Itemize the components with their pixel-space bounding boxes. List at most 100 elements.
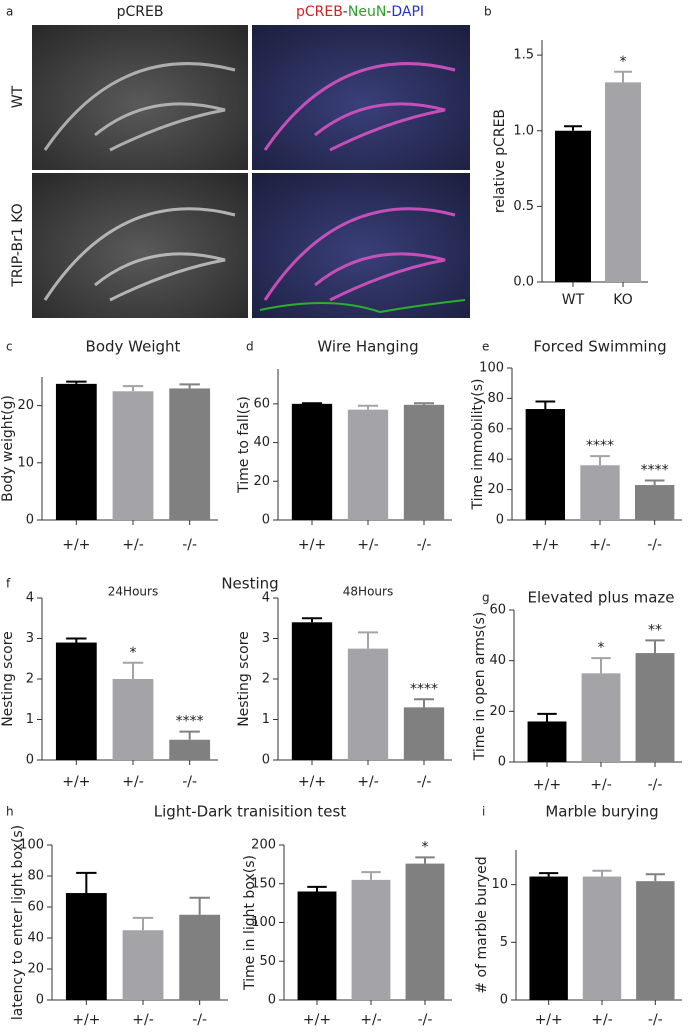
x-tick-label: -/- bbox=[417, 537, 432, 553]
significance: * bbox=[130, 645, 137, 661]
error-bar bbox=[357, 631, 379, 649]
x-tick-label: +/+ bbox=[535, 1012, 563, 1028]
significance: * bbox=[422, 839, 429, 855]
error-bar bbox=[537, 712, 557, 722]
error-bar bbox=[122, 385, 144, 392]
error-bar bbox=[179, 730, 200, 740]
error-bar bbox=[66, 637, 87, 643]
x-tick-label: -/- bbox=[418, 1012, 433, 1028]
chart-title: Forced Swimming bbox=[533, 338, 666, 356]
column-title: pCREB bbox=[117, 4, 164, 20]
y-axis-label: Nesting score bbox=[236, 631, 252, 727]
group-title: Light-Dark tranisition test bbox=[154, 803, 347, 821]
bar bbox=[112, 679, 154, 760]
y-tick-label: 40 bbox=[487, 452, 504, 467]
x-tick-label: +/+ bbox=[298, 774, 326, 790]
merge-title-part: DAPI bbox=[391, 4, 424, 20]
error-bar bbox=[645, 873, 665, 882]
y-tick-label: 40 bbox=[253, 435, 270, 450]
error-bar bbox=[645, 639, 665, 654]
x-tick-label: KO bbox=[613, 292, 632, 308]
error-bar bbox=[301, 402, 323, 405]
y-tick-label: 80 bbox=[27, 869, 44, 884]
chart-title: Elevated plus maze bbox=[527, 589, 674, 607]
x-tick-label: +/- bbox=[122, 537, 144, 553]
chart-title: Wire Hanging bbox=[317, 338, 418, 356]
error-bar bbox=[614, 70, 632, 83]
error-bar bbox=[179, 383, 200, 389]
error-bar bbox=[76, 871, 97, 894]
y-tick-label: 5 bbox=[500, 935, 508, 950]
panel-letter: e bbox=[482, 340, 489, 354]
bar bbox=[347, 409, 389, 520]
x-tick-label: -/- bbox=[182, 774, 197, 790]
y-tick-label: 0 bbox=[36, 993, 44, 1008]
bar bbox=[169, 388, 211, 520]
x-tick-label: +/+ bbox=[62, 774, 90, 790]
y-tick-label: 4 bbox=[26, 591, 34, 606]
y-tick-label: 0 bbox=[498, 755, 506, 770]
chart-title: Marble burying bbox=[545, 803, 658, 821]
group-title: Nesting bbox=[221, 575, 278, 593]
y-axis-label: Body weight(g) bbox=[0, 395, 16, 502]
x-tick-label: +/+ bbox=[303, 1012, 331, 1028]
bar bbox=[403, 404, 445, 520]
error-bar bbox=[564, 125, 582, 131]
y-tick-label: 2 bbox=[26, 672, 34, 687]
significance: ** bbox=[648, 622, 662, 638]
bar bbox=[525, 409, 566, 520]
error-bar bbox=[357, 404, 379, 410]
x-tick-label: +/+ bbox=[72, 1012, 100, 1028]
error-bar bbox=[415, 856, 435, 864]
x-tick-label: +/+ bbox=[62, 537, 90, 553]
x-tick-label: -/- bbox=[647, 537, 662, 553]
panel-letter: h bbox=[6, 805, 14, 819]
y-tick-label: 0 bbox=[26, 513, 34, 528]
bar bbox=[555, 130, 591, 282]
y-tick-label: 100 bbox=[479, 361, 504, 376]
error-bar bbox=[539, 872, 559, 877]
row-label: TRIP-Br1 KO bbox=[10, 203, 26, 287]
x-tick-label: -/- bbox=[192, 1012, 207, 1028]
chart-subtitle: 24Hours bbox=[108, 585, 158, 599]
x-tick-label: +/- bbox=[132, 1012, 154, 1028]
y-tick-label: 0.0 bbox=[513, 275, 534, 290]
y-tick-label: 20 bbox=[253, 474, 270, 489]
y-axis-label: Time in open arms(s) bbox=[472, 612, 488, 762]
bar bbox=[55, 642, 97, 760]
error-bar bbox=[66, 380, 87, 384]
error-bar bbox=[644, 479, 665, 486]
hippocampus-outline bbox=[43, 62, 236, 152]
image-wt-merge bbox=[252, 25, 470, 170]
image-wt-pcreb bbox=[32, 25, 248, 170]
x-tick-label: -/- bbox=[182, 537, 197, 553]
bar bbox=[347, 648, 389, 760]
merge-title-part: NeuN bbox=[348, 4, 386, 20]
y-tick-label: 1.0 bbox=[513, 123, 534, 138]
y-tick-label: 0 bbox=[262, 513, 270, 528]
y-tick-label: 10 bbox=[17, 455, 34, 470]
y-tick-label: 0 bbox=[26, 753, 34, 768]
significance: **** bbox=[410, 681, 438, 697]
hippocampus-outline bbox=[263, 62, 456, 152]
chart-title: Body Weight bbox=[86, 338, 181, 356]
image-ko-pcreb bbox=[32, 173, 248, 318]
y-tick-label: 20 bbox=[27, 962, 44, 977]
significance: **** bbox=[586, 438, 614, 454]
y-tick-label: 1.5 bbox=[513, 48, 534, 63]
y-tick-label: 1 bbox=[26, 712, 34, 727]
y-tick-label: 10 bbox=[491, 877, 508, 892]
y-tick-label: 0 bbox=[262, 753, 270, 768]
y-axis-label: Time in light box(s) bbox=[242, 855, 258, 991]
y-axis-label: relative pCREB bbox=[492, 109, 508, 213]
bar bbox=[605, 82, 641, 282]
panel-letter: g bbox=[482, 591, 490, 605]
error-bar bbox=[413, 698, 435, 708]
merge-title-part: - bbox=[386, 4, 391, 20]
panel-letter: c bbox=[6, 340, 13, 354]
error-bar bbox=[301, 617, 323, 623]
error-bar bbox=[590, 455, 610, 466]
merge-title-part: - bbox=[343, 4, 348, 20]
significance: **** bbox=[176, 714, 204, 730]
x-tick-label: -/- bbox=[417, 774, 432, 790]
